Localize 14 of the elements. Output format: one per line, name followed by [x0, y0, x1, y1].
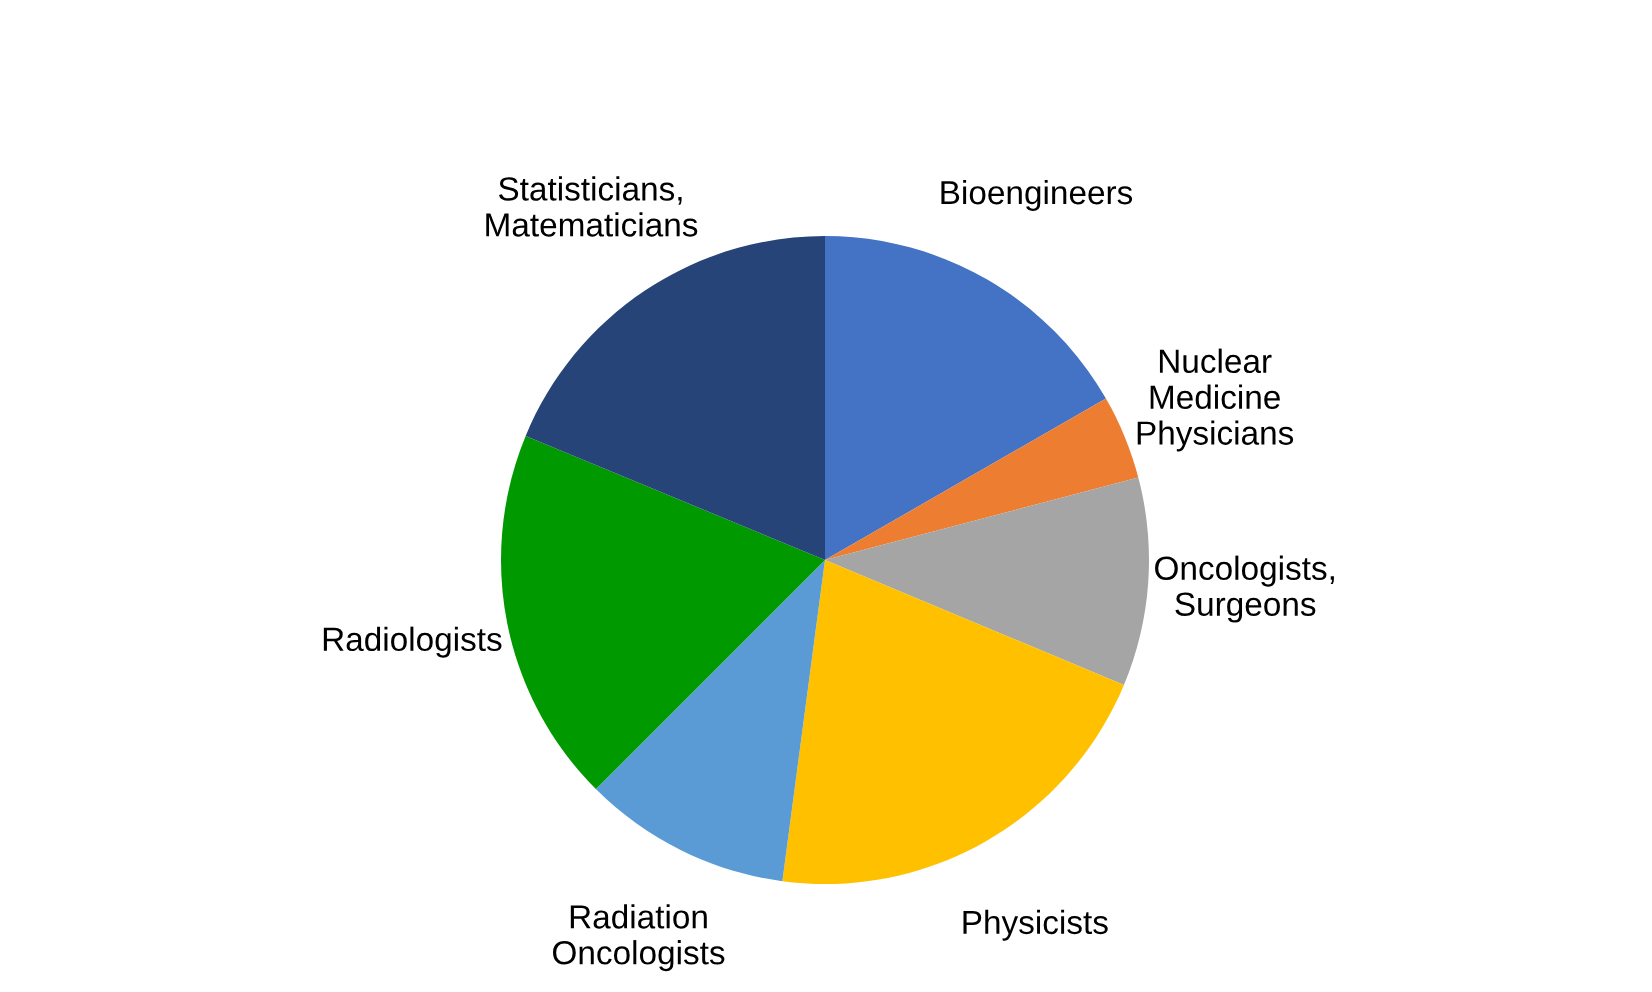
- slice-label: Statisticians, Matematicians: [486, 176, 698, 237]
- pie-slice: [501, 436, 825, 790]
- slice-label: Physicists: [963, 909, 1108, 941]
- slice-label: Oncologists, Surgeons: [1155, 555, 1334, 623]
- slice-label: Radiologists: [323, 626, 502, 658]
- pie-slice: [825, 477, 1149, 685]
- slice-label: Nuclear Medicine Physicians: [1137, 348, 1294, 452]
- pie-slice: [525, 236, 825, 560]
- pie-slice: [595, 560, 825, 882]
- slice-label: Bioengineers: [941, 179, 1133, 211]
- pie-slice: [825, 398, 1139, 560]
- pie-slice: [782, 560, 1124, 884]
- slice-label: Radiation Oncologists: [553, 904, 725, 972]
- pie-slice: [825, 236, 1106, 560]
